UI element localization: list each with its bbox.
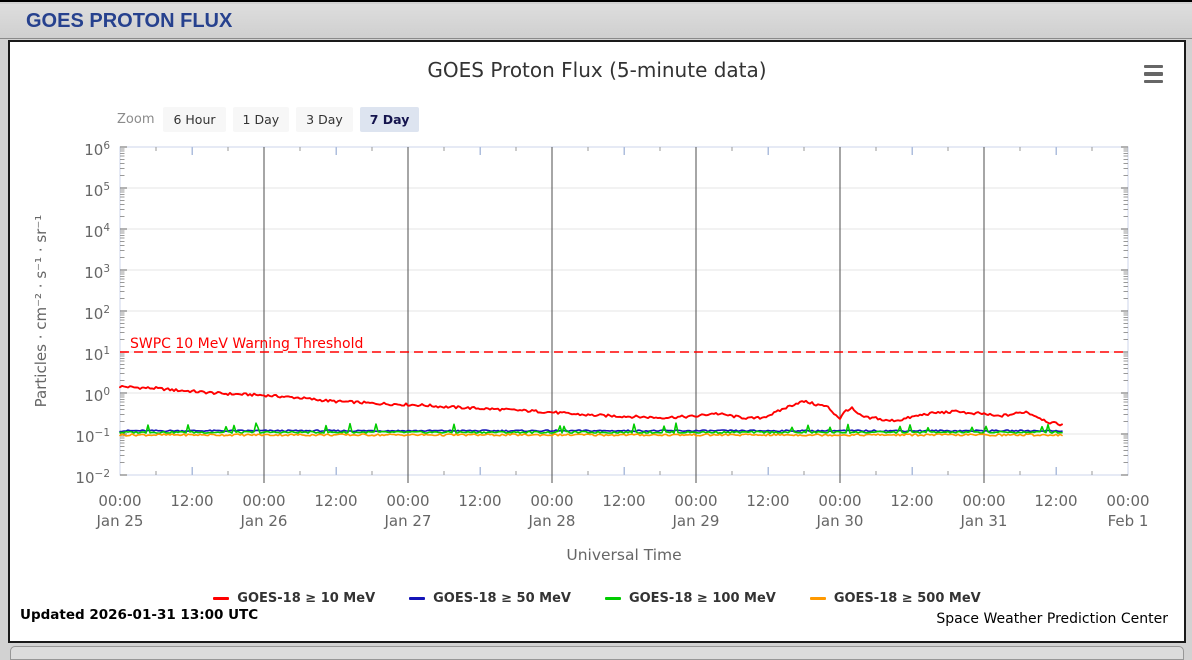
series-line-goes-18-50-mev [119, 429, 1063, 433]
y-axis-tick-label: 10−2 [75, 468, 110, 487]
x-axis-date-label: Jan 31 [960, 512, 1008, 530]
y-axis-tick-label: 104 [84, 222, 110, 241]
zoom-button-6-hour[interactable]: 6 Hour [163, 106, 226, 132]
zoom-button-7-day[interactable]: 7 Day [359, 106, 420, 132]
legend-line-swatch [809, 596, 826, 600]
section-header-bar: GOES PROTON FLUX [0, 4, 1192, 39]
legend-label: GOES-18 ≥ 50 MeV [433, 590, 571, 606]
y-axis-tick-label: 106 [84, 140, 110, 159]
x-axis-date-label: Jan 28 [528, 512, 576, 530]
x-axis-date-label: Jan 30 [816, 512, 864, 530]
legend: GOES-18 ≥ 10 MeV GOES-18 ≥ 50 MeV GOES-18 … [10, 588, 1184, 608]
x-axis-title: Universal Time [566, 546, 682, 564]
legend-label: GOES-18 ≥ 500 MeV [833, 590, 981, 606]
x-axis-time-label: 00:00 [242, 492, 286, 510]
section-title: GOES PROTON FLUX [26, 9, 233, 32]
updated-timestamp: Updated 2026-01-31 13:00 UTC [20, 607, 259, 623]
y-axis-tick-label: 102 [84, 304, 110, 323]
legend-line-swatch [213, 596, 230, 600]
x-axis-date-label: Jan 29 [672, 512, 720, 530]
x-axis-time-label: 00:00 [530, 492, 574, 510]
x-axis-time-label: 00:00 [674, 492, 718, 510]
zoom-button-1-day[interactable]: 1 Day [232, 106, 290, 132]
hamburger-icon [1144, 65, 1163, 69]
x-axis-time-label: 12:00 [314, 492, 358, 510]
y-axis-tick-label: 103 [84, 263, 110, 282]
x-axis-time-label: 12:00 [890, 492, 934, 510]
legend-line-swatch [409, 596, 426, 600]
y-axis-tick-label: 100 [84, 386, 110, 405]
y-axis-tick-label: 105 [84, 181, 110, 200]
hamburger-icon [1144, 79, 1163, 83]
x-axis-time-label: 12:00 [458, 492, 502, 510]
x-axis-time-label: 12:00 [1034, 492, 1078, 510]
legend-line-swatch [604, 596, 621, 600]
plot-area [119, 146, 1129, 483]
series-line-goes-18-500-mev [119, 433, 1063, 437]
legend-item-goes-18-10-mev[interactable]: GOES-18 ≥ 10 MeV [213, 591, 375, 606]
legend-item-goes-18-50-mev[interactable]: GOES-18 ≥ 50 MeV [409, 591, 571, 606]
x-axis-date-label: Jan 26 [240, 512, 288, 530]
series-line-goes-18-100-mev [119, 422, 1063, 434]
x-axis-date-label: Feb 1 [1107, 512, 1149, 530]
threshold-label: SWPC 10 MeV Warning Threshold [130, 336, 364, 352]
legend-label: GOES-18 ≥ 100 MeV [628, 590, 776, 606]
chart-title: GOES Proton Flux (5-minute data) [427, 58, 767, 82]
zoom-label: Zoom [117, 111, 155, 127]
x-axis-time-label: 00:00 [818, 492, 862, 510]
x-axis-time-label: 00:00 [98, 492, 142, 510]
hamburger-icon [1144, 72, 1163, 76]
x-axis-date-label: Jan 27 [384, 512, 432, 530]
zoom-button-3-day[interactable]: 3 Day [296, 106, 353, 132]
y-axis-tick-label: 101 [84, 345, 110, 364]
x-axis-time-label: 12:00 [602, 492, 646, 510]
chart-context-menu-button[interactable] [1142, 63, 1168, 85]
x-axis-time-label: 12:00 [746, 492, 790, 510]
series-line-goes-18-10-mev [119, 384, 1063, 427]
next-section-bar-stub [10, 646, 1184, 660]
zoom-controls: Zoom 6 Hour 1 Day 3 Day 7 Day [117, 106, 420, 132]
chart-panel: GOES Proton Flux (5-minute data) Zoom 6 … [8, 40, 1186, 643]
x-axis-date-label: Jan 25 [96, 512, 144, 530]
y-axis-tick-label: 10−1 [75, 427, 110, 446]
x-axis-time-label: 00:00 [386, 492, 430, 510]
credit: Space Weather Prediction Center [936, 611, 1168, 627]
x-axis-time-label: 12:00 [170, 492, 214, 510]
legend-item-goes-18-100-mev[interactable]: GOES-18 ≥ 100 MeV [604, 590, 776, 606]
x-axis-time-label: 00:00 [962, 492, 1006, 510]
x-axis-time-label: 00:00 [1106, 492, 1150, 510]
legend-label: GOES-18 ≥ 10 MeV [237, 590, 376, 606]
legend-item-goes-18-500-mev[interactable]: GOES-18 ≥ 500 MeV [809, 590, 981, 606]
